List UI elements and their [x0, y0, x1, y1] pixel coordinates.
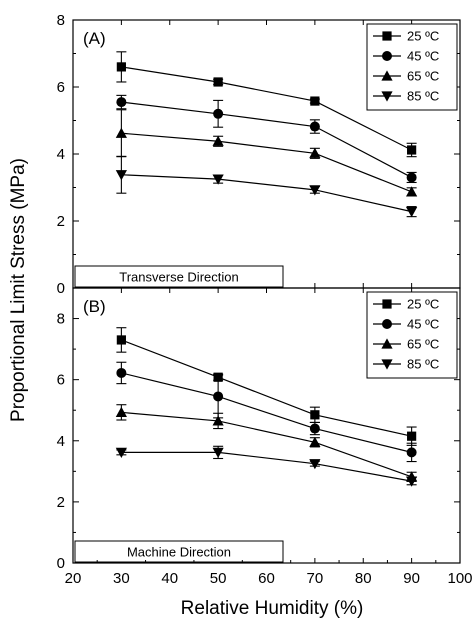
y-tick-label: 8 [57, 311, 65, 328]
legend-marker [381, 359, 393, 370]
direction-label: Transverse Direction [119, 270, 238, 285]
legend-label: 25 ºC [407, 297, 439, 312]
legend-label: 85 ºC [407, 357, 439, 372]
series-line [121, 451, 412, 482]
data-point [212, 447, 224, 458]
x-tick-label: 60 [258, 570, 275, 587]
series-line [121, 174, 412, 213]
data-point [115, 127, 127, 138]
series-line [121, 132, 412, 193]
data-point [406, 186, 418, 197]
panel-tag: (A) [83, 29, 106, 48]
data-point [310, 96, 320, 106]
series-4 [115, 445, 418, 487]
x-tick-label: 30 [113, 570, 130, 587]
legend-marker [382, 299, 392, 309]
data-point [212, 174, 224, 185]
legend-marker [382, 319, 392, 329]
y-tick-label: 4 [57, 433, 65, 450]
x-tick-label: 40 [161, 570, 178, 587]
data-point [115, 406, 127, 417]
legend-label: 45 ºC [407, 49, 439, 64]
data-point [406, 476, 418, 487]
y-tick-label: 0 [57, 280, 65, 297]
data-point [115, 447, 127, 458]
x-tick-label: 90 [403, 570, 420, 587]
data-point [212, 135, 224, 146]
data-point [407, 431, 417, 441]
legend-label: 65 ºC [407, 69, 439, 84]
legend-label: 85 ºC [407, 89, 439, 104]
x-tick-label: 80 [355, 570, 372, 587]
legend-marker [381, 338, 393, 349]
direction-label: Machine Direction [127, 545, 231, 560]
y-axis-title: Proportional Limit Stress (MPa) [8, 158, 29, 422]
panel-tag: (B) [83, 297, 106, 316]
series-line [121, 66, 412, 151]
legend-marker [382, 51, 392, 61]
data-point [116, 97, 127, 108]
data-point [310, 410, 320, 420]
series-line [121, 339, 412, 437]
legend-marker [381, 91, 393, 102]
legend: 25 ºC 45 ºC 65 ºC 85 ºC [366, 23, 458, 111]
data-point [406, 447, 417, 458]
data-point [406, 207, 418, 218]
data-point [309, 459, 321, 470]
legend-marker [382, 31, 392, 41]
series-line [121, 101, 412, 178]
y-tick-label: 0 [57, 555, 65, 572]
series-line [121, 372, 412, 453]
data-point [309, 121, 320, 132]
y-tick-label: 4 [57, 146, 65, 163]
panel-b: 0 2 4 6 8 (B) Machine Direction 25 ºC 45 ºC 65 ºC… [57, 287, 461, 572]
data-point [406, 172, 417, 183]
y-tick-label: 2 [57, 213, 65, 230]
y-tick-label: 6 [57, 372, 65, 389]
data-point [116, 367, 127, 378]
series-3 [115, 109, 418, 197]
x-tick-label: 70 [307, 570, 324, 587]
data-point [213, 77, 223, 87]
data-point [309, 436, 321, 447]
y-tick-label: 2 [57, 494, 65, 511]
data-point [115, 170, 127, 181]
data-point [116, 335, 126, 345]
series-2 [116, 94, 417, 184]
series-4 [115, 155, 418, 218]
x-tick-label: 20 [65, 570, 82, 587]
direction-box [74, 265, 284, 288]
direction-box [74, 540, 284, 563]
data-point [213, 108, 224, 119]
data-point [212, 415, 224, 426]
legend-marker [381, 70, 393, 81]
data-point [116, 62, 126, 72]
data-point [407, 145, 417, 155]
legend-label: 45 ºC [407, 317, 439, 332]
series-1 [116, 51, 417, 158]
data-point [213, 391, 224, 402]
data-point [309, 147, 321, 158]
legend-label: 25 ºC [407, 29, 439, 44]
x-axis-title: Relative Humidity (%) [181, 598, 364, 619]
y-tick-label: 8 [57, 12, 65, 29]
y-tick-label: 6 [57, 79, 65, 96]
x-tick-label: 50 [210, 570, 227, 587]
panel-a: 0 2 4 6 8 (A) Transverse Direction 25 ºC 45 ºC 65… [57, 12, 461, 297]
legend: 25 ºC 45 ºC 65 ºC 85 ºC [366, 291, 458, 379]
x-tick-label: 100 [447, 570, 472, 587]
legend-label: 65 ºC [407, 337, 439, 352]
data-point [309, 423, 320, 434]
series-line [121, 411, 412, 478]
data-point [309, 185, 321, 196]
